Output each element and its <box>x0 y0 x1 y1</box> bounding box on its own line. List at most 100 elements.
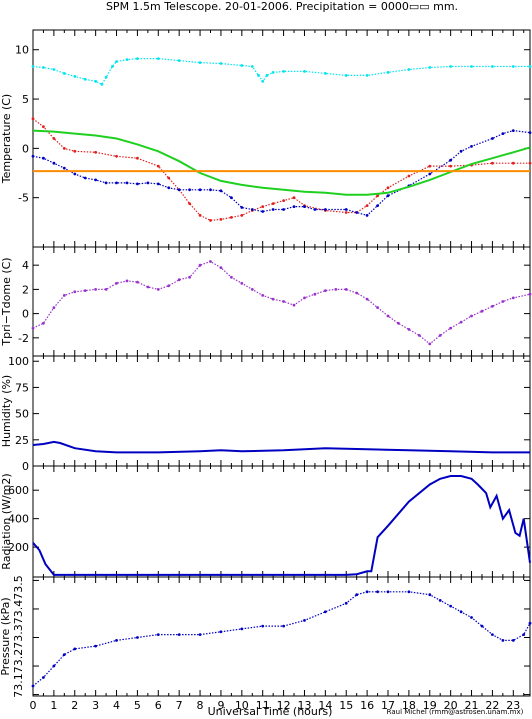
x-tick-label: 13 <box>297 699 311 712</box>
data-point <box>209 188 212 192</box>
data-point <box>376 194 379 198</box>
x-axis-label: Universal Time (hours) <box>208 705 333 718</box>
data-point <box>42 321 45 325</box>
data-point <box>449 65 452 68</box>
data-point <box>104 75 108 79</box>
data-point <box>100 82 104 86</box>
data-point <box>188 202 192 206</box>
data-point <box>115 181 118 185</box>
data-point <box>344 211 348 214</box>
y-tick-label: 100 <box>8 355 29 368</box>
data-point <box>459 320 463 324</box>
data-point <box>31 65 35 68</box>
panel-tpri-tdome: -2 0 2 4 Tpri−Tdome (C) <box>0 246 532 357</box>
x-tick-label: 18 <box>402 699 416 712</box>
y-tick-label: -5 <box>18 192 29 205</box>
series-tpri-tdome-0 <box>31 260 532 346</box>
y-axis-label-pressure: Pressure (kPa) <box>0 597 12 675</box>
x-tick-label: 2 <box>71 699 78 712</box>
y-axis-label-radiation: Radiation (W/m2) <box>0 473 13 569</box>
data-point <box>491 304 494 308</box>
data-point <box>386 590 390 594</box>
data-point <box>365 590 369 594</box>
data-point <box>42 156 45 160</box>
data-point <box>386 314 390 318</box>
series-pressure-0 <box>31 590 532 688</box>
data-point <box>303 619 306 622</box>
data-point <box>115 639 118 642</box>
data-point <box>528 131 532 135</box>
data-point <box>470 145 473 148</box>
data-point <box>407 590 411 594</box>
x-tick-label: 17 <box>381 699 395 712</box>
x-tick-label: 21 <box>465 699 479 712</box>
data-point <box>198 214 202 217</box>
y-axis-label-temperature: Temperature (C) <box>0 94 13 184</box>
series-radiation-0 <box>32 475 531 576</box>
series-line <box>32 57 530 86</box>
data-point <box>188 188 192 192</box>
data-point <box>491 65 494 68</box>
data-point <box>303 205 306 209</box>
panel-frame <box>32 29 531 248</box>
x-tick-label: 7 <box>176 699 183 712</box>
data-point <box>438 334 442 337</box>
data-point <box>265 74 269 77</box>
x-tick-label: 4 <box>113 699 120 712</box>
y-tick-label: 600 <box>8 484 29 497</box>
data-point <box>386 71 390 74</box>
data-point <box>528 621 532 625</box>
data-point <box>407 68 411 71</box>
data-point <box>480 309 484 313</box>
x-tick-label: 16 <box>360 699 374 712</box>
data-point <box>386 186 390 190</box>
data-point <box>240 627 244 631</box>
data-point <box>167 186 171 190</box>
data-point <box>355 291 359 295</box>
series-line <box>32 260 531 345</box>
data-point <box>528 292 532 296</box>
data-point <box>282 199 285 203</box>
data-point <box>365 74 369 77</box>
panel-frame <box>32 246 531 357</box>
y-tick-label: 2 <box>22 283 29 296</box>
data-point <box>313 208 317 211</box>
chart-title: SPM 1.5m Telescope. 20-01-2006. Precipit… <box>106 0 458 13</box>
data-point <box>271 202 275 206</box>
data-point <box>73 172 77 176</box>
y-tick-label: 200 <box>8 541 29 554</box>
credit-text: Raul Michel (rmm@astrosen.unam.mx) <box>387 708 524 716</box>
data-point <box>449 326 452 330</box>
data-point <box>449 158 452 162</box>
x-tick-label: 23 <box>506 699 520 712</box>
x-tick-label: 1 <box>50 699 57 712</box>
data-point <box>31 117 35 121</box>
data-point <box>73 149 77 153</box>
data-point <box>271 208 275 211</box>
data-point <box>344 208 348 211</box>
data-point <box>115 281 118 285</box>
data-point <box>344 288 348 291</box>
data-point <box>324 289 327 292</box>
x-tick-label: 9 <box>217 699 224 712</box>
x-tick-label: 5 <box>134 699 141 712</box>
data-point <box>115 60 118 63</box>
y-tick-label: 400 <box>8 513 29 526</box>
y-tick-labels-rotated: 73.173.273.373.473.5 <box>12 575 25 697</box>
data-point <box>52 306 56 309</box>
data-point <box>177 633 181 636</box>
data-point <box>470 616 473 619</box>
series-line <box>32 129 531 217</box>
data-point <box>209 219 212 222</box>
data-point <box>428 593 432 597</box>
data-point <box>156 288 160 291</box>
data-point <box>94 79 97 83</box>
data-point <box>230 216 233 219</box>
data-point <box>62 147 66 150</box>
data-point <box>177 188 181 192</box>
data-point <box>219 189 223 193</box>
series-line <box>32 118 530 222</box>
data-point <box>355 593 359 597</box>
